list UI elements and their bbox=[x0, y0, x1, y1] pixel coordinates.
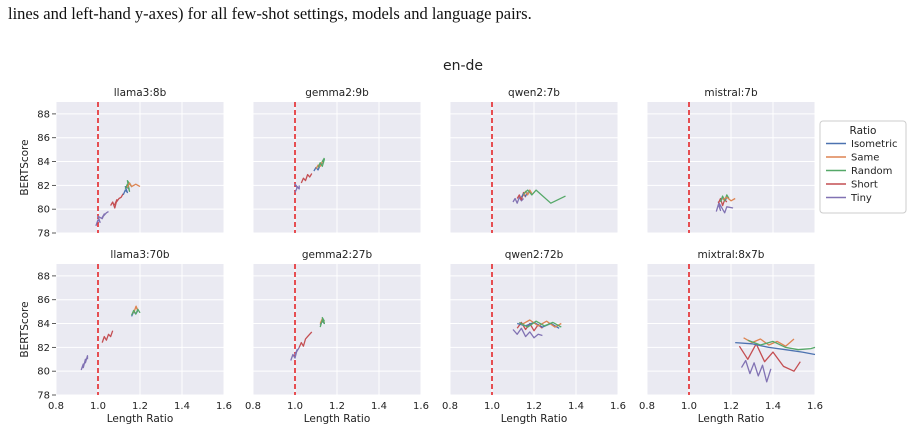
y-tick-label: 78 bbox=[37, 229, 50, 240]
legend-title: Ratio bbox=[850, 125, 877, 137]
caption-text: lines and left-hand y-axes) for all few-… bbox=[8, 4, 532, 23]
panel-2: qwen2:7b bbox=[449, 87, 619, 234]
series-line-random bbox=[319, 316, 326, 328]
y-tick-label: 84 bbox=[37, 319, 50, 330]
x-tick-label: 1.4 bbox=[568, 401, 584, 412]
panel-0: llama3:8b 78 80 82 84 86 88 BERTScore bbox=[19, 87, 225, 240]
y-axis-label: BERTScore bbox=[19, 139, 31, 195]
y-tick-label: 88 bbox=[37, 271, 50, 282]
panel-5: gemma2:27b 0.8 1.0 1.2 1.4 1.6 Length Ratio bbox=[245, 249, 429, 425]
legend: Ratio Isometric Same Random Short Tiny bbox=[819, 120, 907, 214]
series-line-same bbox=[743, 337, 795, 347]
panel-1: gemma2:9b bbox=[252, 87, 422, 234]
panel-4: llama3:70b 78 80 82 84 86 88 0.8 1.0 1.2 1.4 1.6 BER… bbox=[19, 249, 232, 425]
series-line-random bbox=[523, 189, 566, 204]
y-axis-label: BERTScore bbox=[19, 301, 31, 357]
x-tick-label: 1.2 bbox=[132, 401, 148, 412]
x-tick-label: 1.4 bbox=[174, 401, 190, 412]
x-tick-label: 1.0 bbox=[484, 401, 500, 412]
series-line-tiny bbox=[512, 196, 524, 204]
panels-group: llama3:8b 78 80 82 84 86 88 BERTScore gemma2:9b q… bbox=[19, 87, 823, 425]
y-tick-label: 82 bbox=[37, 181, 50, 192]
y-tick-label: 86 bbox=[37, 295, 50, 306]
legend-label: Random bbox=[851, 166, 892, 177]
series-line-random bbox=[747, 339, 816, 351]
panel-3: mistral:7b bbox=[646, 87, 816, 234]
series-line-tiny bbox=[294, 183, 300, 193]
y-tick-label: 80 bbox=[37, 205, 50, 216]
series-line-isometric bbox=[122, 185, 130, 196]
x-tick-label: 1.4 bbox=[371, 401, 387, 412]
panel-title: llama3:70b bbox=[110, 249, 170, 261]
series-line-tiny bbox=[512, 327, 543, 339]
y-tick-label: 88 bbox=[37, 109, 50, 120]
y-tick-label: 84 bbox=[37, 157, 50, 168]
x-tick-label: 0.8 bbox=[639, 401, 655, 412]
series-line-short bbox=[110, 193, 124, 209]
y-tick-label: 80 bbox=[37, 367, 50, 378]
x-tick-label: 0.8 bbox=[245, 401, 261, 412]
series-line-tiny bbox=[80, 355, 89, 371]
series-line-same bbox=[521, 319, 562, 328]
x-axis-label: Length Ratio bbox=[698, 413, 765, 425]
x-axis-label: Length Ratio bbox=[107, 413, 174, 425]
series-line-tiny bbox=[740, 359, 772, 383]
x-tick-label: 1.2 bbox=[329, 401, 345, 412]
x-tick-label: 1.0 bbox=[287, 401, 303, 412]
x-tick-label: 0.8 bbox=[48, 401, 64, 412]
x-axis-label: Length Ratio bbox=[501, 413, 568, 425]
y-tick-label: 82 bbox=[37, 343, 50, 354]
x-tick-label: 1.0 bbox=[681, 401, 697, 412]
panel-7: mixtral:8x7b 0.8 1.0 1.2 1.4 1.6 Length Ratio bbox=[639, 249, 823, 425]
x-tick-label: 1.0 bbox=[90, 401, 106, 412]
legend-label: Same bbox=[851, 153, 879, 164]
x-tick-label: 1.6 bbox=[413, 401, 429, 412]
x-tick-label: 0.8 bbox=[442, 401, 458, 412]
series-line-short bbox=[738, 343, 801, 372]
series-line-tiny bbox=[95, 211, 109, 227]
panel-6: qwen2:72b 0.8 1.0 1.2 1.4 1.6 Length Ratio bbox=[442, 249, 626, 425]
legend-label: Isometric bbox=[851, 139, 897, 150]
series-line-tiny bbox=[290, 347, 300, 361]
panel-title: llama3:8b bbox=[114, 87, 167, 99]
figure-title: en-de bbox=[443, 58, 483, 74]
panel-title: mistral:7b bbox=[704, 87, 758, 99]
series-line-short bbox=[298, 331, 313, 348]
x-tick-label: 1.2 bbox=[526, 401, 542, 412]
x-tick-label: 1.2 bbox=[723, 401, 739, 412]
y-tick-label: 78 bbox=[37, 391, 50, 402]
series-line-short bbox=[101, 330, 114, 343]
series-line-same bbox=[126, 182, 141, 188]
series-line-isometric bbox=[735, 341, 816, 356]
series-line-short bbox=[300, 173, 313, 184]
series-line-random bbox=[518, 320, 562, 328]
panel-title: qwen2:72b bbox=[505, 249, 564, 261]
series-line-random bbox=[131, 308, 141, 316]
series-line-random bbox=[719, 194, 730, 203]
panel-title: qwen2:7b bbox=[508, 87, 560, 99]
panel-title: gemma2:27b bbox=[302, 249, 373, 261]
panel-title: mixtral:8x7b bbox=[698, 249, 765, 261]
y-tick-label: 86 bbox=[37, 133, 50, 144]
series-line-same bbox=[722, 196, 736, 202]
x-tick-label: 1.4 bbox=[765, 401, 781, 412]
x-tick-label: 1.6 bbox=[610, 401, 626, 412]
x-axis-label: Length Ratio bbox=[304, 413, 371, 425]
series-line-random bbox=[317, 157, 326, 168]
series-line-same bbox=[133, 305, 139, 314]
x-tick-label: 1.6 bbox=[216, 401, 232, 412]
panel-title: gemma2:9b bbox=[305, 87, 369, 99]
legend-label: Tiny bbox=[850, 193, 872, 204]
legend-label: Short bbox=[851, 180, 878, 191]
x-tick-label: 1.6 bbox=[807, 401, 823, 412]
series-line-tiny bbox=[715, 201, 734, 214]
